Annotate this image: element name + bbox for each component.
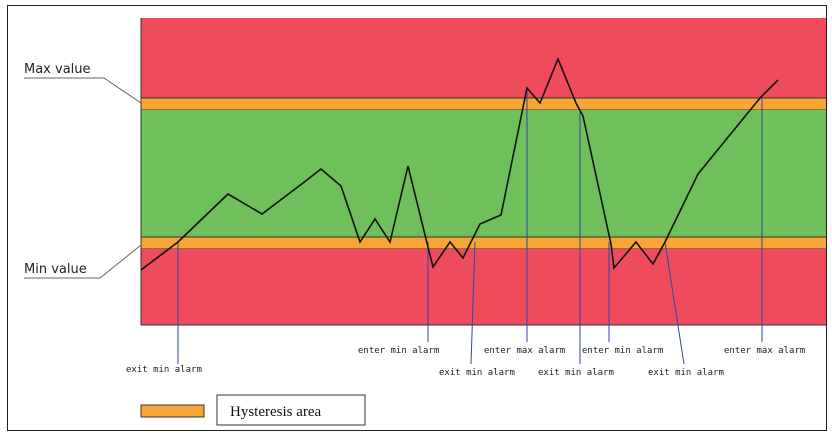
- upper-alarm-zone: [141, 18, 826, 98]
- max-value-label: Max value: [24, 62, 91, 77]
- min-hysteresis-band: [140, 236, 826, 250]
- signal-line: [140, 56, 779, 271]
- event-marker-lines: [177, 88, 763, 365]
- event-label-exit-min-alarm: exit min alarm: [126, 365, 202, 375]
- event-labels: exit min alarm enter min alarm exit min …: [126, 346, 805, 378]
- legend-label: Hysteresis area: [230, 404, 322, 420]
- min-value-label: Min value: [24, 262, 87, 277]
- max-hysteresis-band: [140, 97, 826, 111]
- event-label-exit-min-alarm: exit min alarm: [538, 368, 614, 378]
- event-marker-line: [470, 241, 476, 365]
- hysteresis-diagram: Max value Min value exit min alarm enter…: [24, 18, 826, 426]
- event-marker-line: [664, 241, 685, 365]
- event-label-enter-max-alarm: enter max alarm: [724, 346, 805, 356]
- min-value-leader: [24, 244, 142, 279]
- event-label-exit-min-alarm: exit min alarm: [439, 368, 515, 378]
- lower-alarm-zone: [141, 249, 826, 325]
- diagram-frame: Max value Min value exit min alarm enter…: [7, 5, 827, 431]
- event-label-enter-max-alarm: enter max alarm: [484, 346, 565, 356]
- legend-box: [216, 394, 366, 426]
- max-value-leader: [24, 77, 142, 104]
- normal-zone: [141, 110, 826, 237]
- event-label-exit-min-alarm: exit min alarm: [648, 368, 724, 378]
- legend-swatch: [140, 404, 205, 418]
- event-label-enter-min-alarm: enter min alarm: [358, 346, 439, 356]
- event-label-enter-min-alarm: enter min alarm: [582, 346, 663, 356]
